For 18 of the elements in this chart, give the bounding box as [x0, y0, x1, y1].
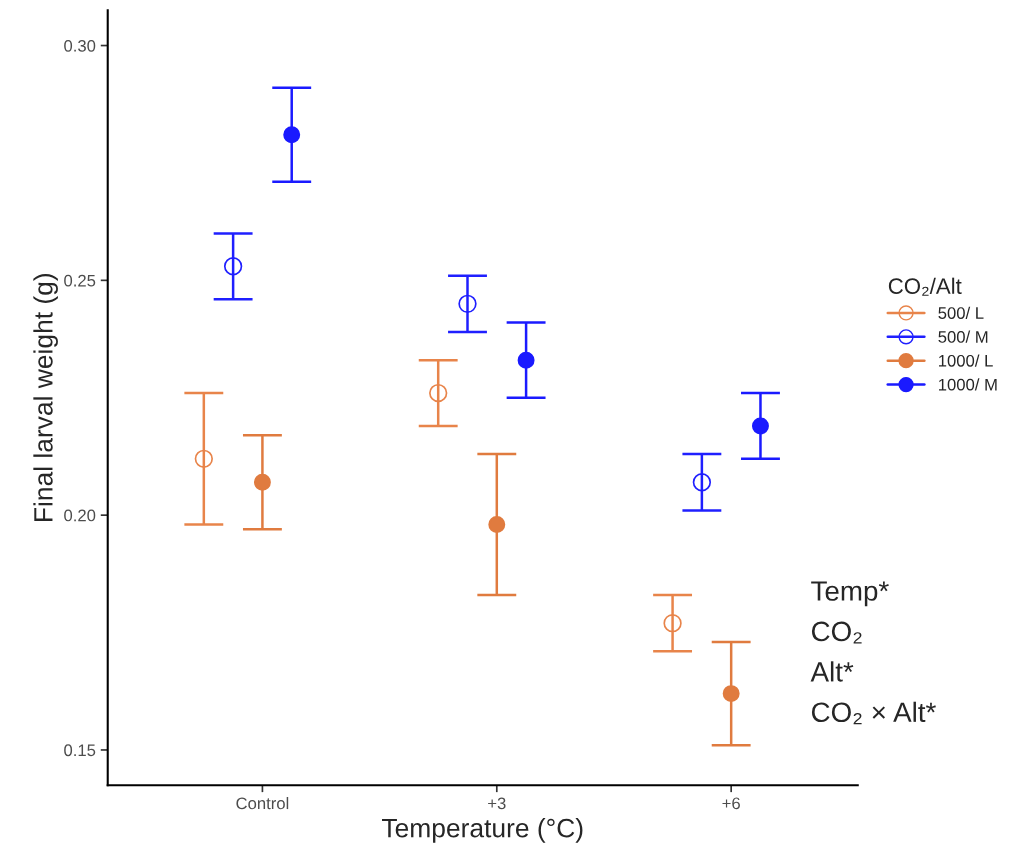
- legend-label: 500/ L: [938, 306, 984, 319]
- annotation: Alt*: [810, 661, 854, 682]
- x-tick-label: +6: [722, 797, 740, 810]
- y-tick-label: 0.25: [64, 274, 96, 287]
- y-tick-label: 0.15: [64, 744, 96, 757]
- y-tick-label: 0.30: [64, 39, 96, 52]
- x-tick-label: +3: [488, 797, 506, 810]
- x-tick-label: Control: [236, 796, 289, 810]
- annotation: Temp*: [811, 581, 889, 607]
- legend-label: 1000/ M: [939, 378, 997, 391]
- annotation: CO₂: [811, 621, 862, 644]
- legend-label: 500/ M: [938, 330, 988, 343]
- annotation: CO₂ × Alt*: [811, 701, 936, 725]
- y-tick-label: 0.20: [64, 509, 96, 522]
- legend-label: 1000/ L: [939, 354, 993, 367]
- x-axis-title: Temperature (°C): [382, 818, 583, 843]
- legend-title: CO₂/Alt: [888, 277, 962, 296]
- y-axis-title: Final larval weight (g): [33, 273, 58, 521]
